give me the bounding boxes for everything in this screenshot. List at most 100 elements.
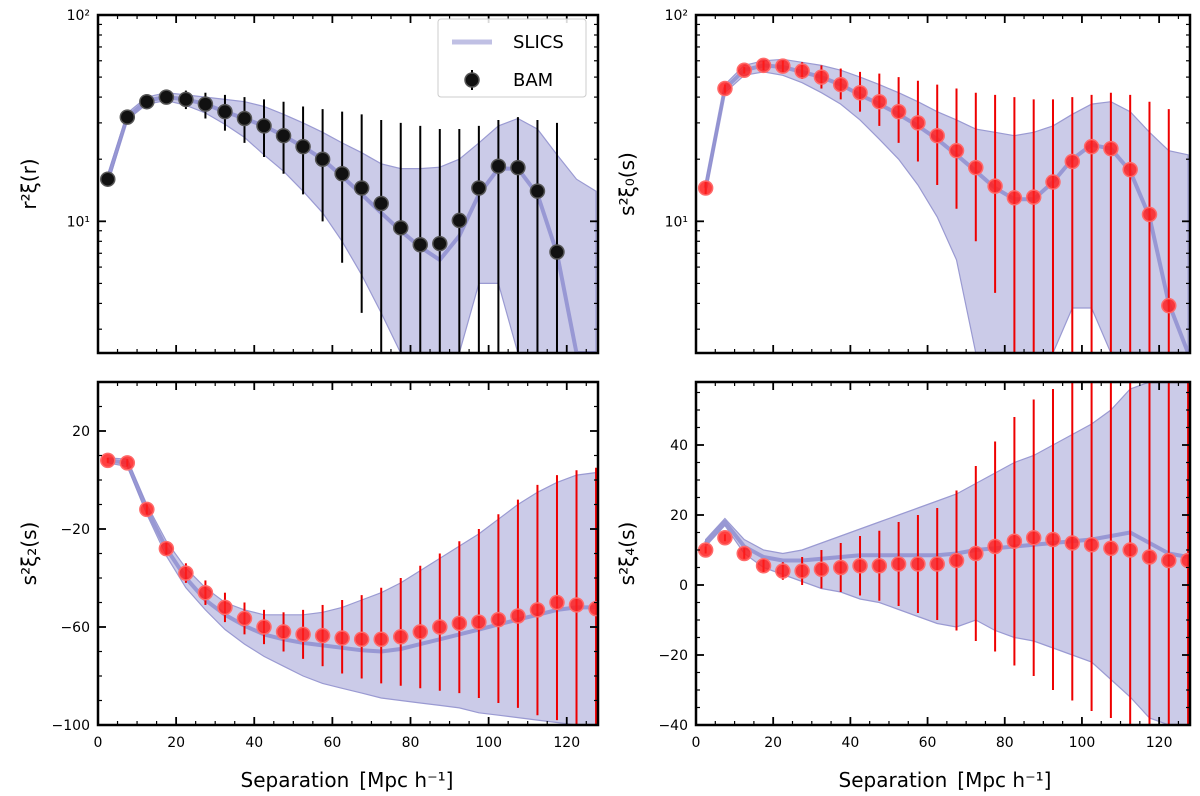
real-bam-point [236,110,253,127]
x-tick-label: 100 [1069,735,1096,751]
quadrupole-bam-point [197,584,214,601]
hexadecapole-bam-point [987,538,1003,555]
quadrupole-bam-point [178,565,194,581]
real-bam-point [100,171,116,187]
hexadecapole-bam-point [1045,531,1061,548]
real-bam-point [178,91,194,108]
hexadecapole-bam-point [794,563,810,579]
monopole-y-axis-label: s²ξ₀(s) [615,152,639,216]
quadrupole-bam-point [139,501,155,518]
hexadecapole-bam-point [968,545,984,562]
monopole-bam-point [987,178,1003,194]
y-tick-label: 10² [665,8,688,24]
legend-bam-marker [464,72,480,88]
real-bam-point [158,89,175,105]
quadrupole-bam-point [392,629,409,645]
real-bam-point [197,96,214,112]
x-axis-label-right: Separation [Mpc h⁻¹] [839,768,1052,792]
hexadecapole-bam-point [1122,542,1138,558]
hexadecapole-bam-point [948,552,965,569]
hexadecapole-bam-point [1006,533,1023,549]
real-y-axis-label: r²ξ(r) [17,158,41,209]
real-bam-point [139,93,155,110]
hexadecapole-bam-point [736,545,752,562]
hexadecapole-bam-point [1161,552,1177,569]
x-tick-label: 120 [1146,735,1173,751]
hexadecapole-bam-point [890,556,907,572]
panel-real-space: 10¹ 10² r²ξ(r) [17,8,600,355]
x-tick-label: 20 [764,735,782,751]
real-bam-point [490,158,507,174]
monopole-bam-point [871,93,888,110]
real-bam-point [510,159,526,176]
monopole-bam-point [852,84,868,101]
quadrupole-bam-point [353,631,370,647]
monopole-bam-point [717,80,733,97]
legend-bam-label: BAM [513,70,553,91]
quadrupole-bam-point [510,608,526,624]
y-tick-label: 20 [72,424,90,440]
real-bam-point [353,180,370,196]
monopole-bam-point [910,115,926,131]
x-tick-label: 60 [323,735,341,751]
real-bam-point [451,212,468,229]
x-tick-label: 100 [475,735,502,751]
real-bam-point [471,180,487,196]
monopole-bam-point [1103,140,1119,157]
monopole-plot-area [697,57,1190,353]
quadrupole-bam-point [119,455,136,471]
monopole-bam-point [948,142,965,159]
real-bam-point [217,103,233,120]
quadrupole-bam-point [432,619,448,635]
real-bam-point [275,127,292,144]
monopole-bam-point [1064,153,1081,170]
x-tick-label: 120 [553,735,580,751]
hexadecapole-y-axis-label: s²ξ₄(s) [615,522,639,586]
hexadecapole-bam-point [1180,552,1190,569]
quadrupole-bam-point [568,597,585,613]
monopole-slics-band [704,58,1189,353]
hexadecapole-bam-point [852,558,868,574]
y-tick-label: −20 [658,648,688,664]
y-tick-label: −40 [658,718,688,734]
hexadecapole-bam-point [755,558,772,574]
real-bam-point [314,151,331,167]
y-tick-label: 10¹ [665,214,688,230]
x-tick-label: 0 [692,735,701,751]
hexadecapole-bam-point [1064,535,1081,551]
hexadecapole-bam-point [929,556,945,572]
hexadecapole-bam-point [1025,530,1042,546]
hexadecapole-bam-point [717,530,733,546]
legend: SLICS BAM [437,18,587,98]
quadrupole-bam-point [334,630,350,646]
real-bam-point [373,195,389,212]
y-tick-label: 10² [67,8,90,24]
monopole-bam-point [775,58,791,74]
panel-quadrupole: 0 20 40 60 80 100 120 −100 −60 −20 20 s²ξ₂(s) [17,380,600,751]
monopole-bam-point [968,159,984,176]
real-bam-point [119,109,136,125]
real-slics-band [107,92,597,353]
monopole-bam-point [929,127,945,144]
quadrupole-bam-point [490,611,507,628]
monopole-bam-point [832,76,849,93]
y-tick-label: 20 [670,508,688,524]
y-tick-label: −60 [60,620,90,636]
real-bam-point [412,236,429,253]
quadrupole-bam-point [217,599,233,616]
x-tick-label: 60 [919,735,937,751]
quadrupole-bam-point [412,624,429,640]
legend-slics-label: SLICS [513,32,564,53]
monopole-bam-point [736,62,752,78]
monopole-axes-frame [694,13,1192,355]
y-tick-label: −100 [52,718,90,734]
real-bam-point [256,118,272,134]
panel-monopole: 10¹ 10² s²ξ₀(s) [615,8,1192,355]
hexadecapole-bam-point [871,558,888,574]
hexadecapole-bam-point [1103,540,1119,556]
quadrupole-bam-point [529,602,546,618]
quadrupole-bam-point [100,452,116,469]
real-bam-point [392,220,409,236]
quadrupole-bam-point [373,631,389,647]
